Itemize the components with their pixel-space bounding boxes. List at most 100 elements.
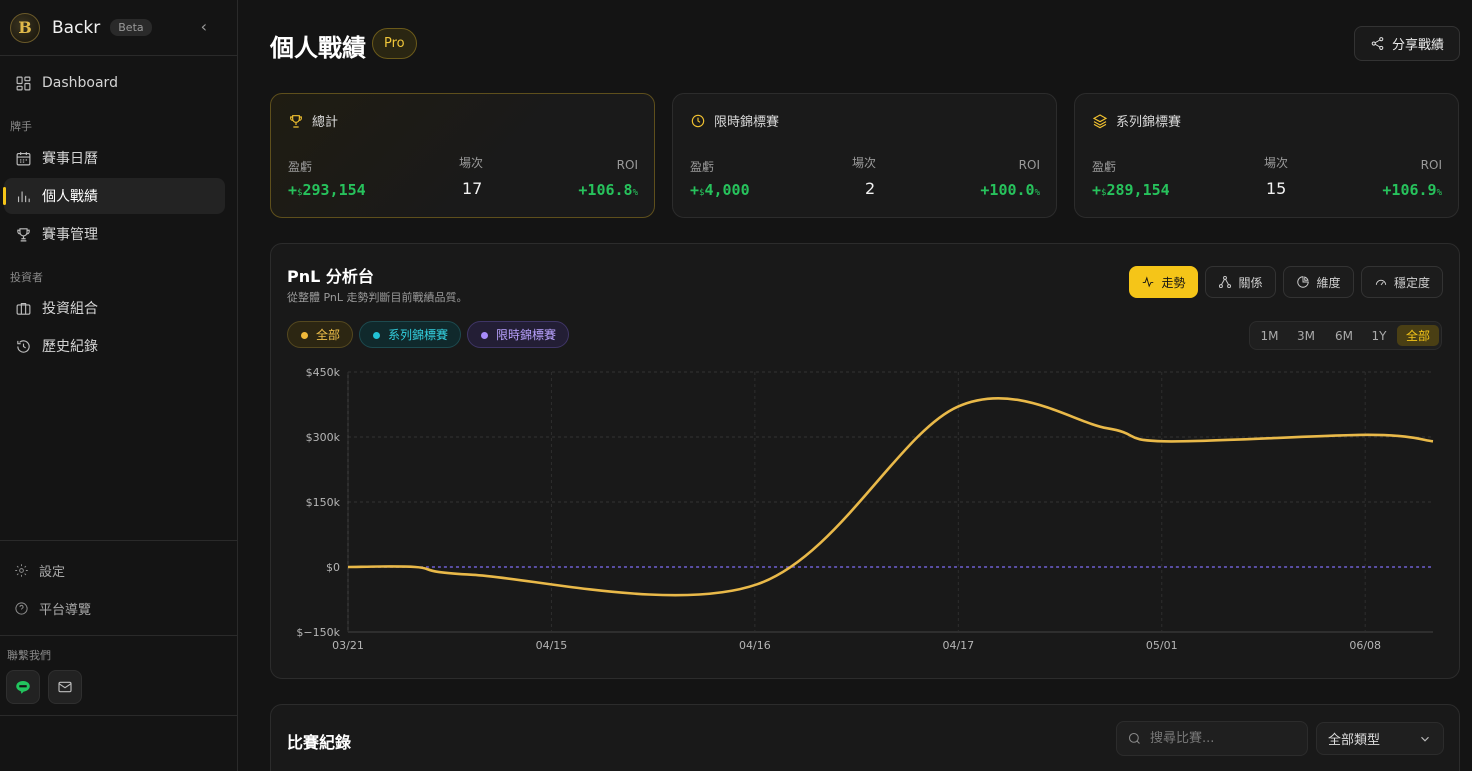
roi-value: +100.0% [980, 181, 1040, 199]
view-dimension-button[interactable]: 維度 [1283, 266, 1354, 298]
view-relation-button[interactable]: 關係 [1205, 266, 1276, 298]
view-stability-button[interactable]: 穩定度 [1361, 266, 1443, 298]
stat-card-series: 系列錦標賽 盈虧 +$289,154 場次 15 ROI +106.9% [1074, 93, 1459, 218]
share-stats-button[interactable]: 分享戰績 [1354, 26, 1460, 61]
backr-logo[interactable]: B [10, 12, 40, 43]
series-line-pnl [347, 396, 1434, 597]
x-tick-label: 04/17 [942, 639, 974, 652]
pnl-label: 盈虧 [288, 160, 313, 174]
type-selected-value: 全部類型 [1328, 733, 1381, 748]
filter-timed[interactable]: 限時錦標賽 [467, 321, 570, 348]
view-label: 穩定度 [1393, 275, 1430, 290]
help-circle-icon [15, 602, 28, 615]
x-tick-label: 04/16 [739, 639, 771, 652]
sidebar-item-label: 個人戰績 [42, 189, 98, 205]
activity-icon [1143, 276, 1154, 288]
chevron-down-icon [1421, 736, 1429, 742]
sidebar-item-settings[interactable]: 設定 [14, 561, 65, 580]
card-title: 總計 [312, 115, 339, 130]
count-value: 2 [865, 179, 876, 198]
match-records-panel: 比賽紀錄 全部類型 [270, 704, 1460, 771]
filter-label: 系列錦標賽 [388, 328, 449, 342]
gauge-icon [1375, 279, 1387, 286]
sidebar-divider [0, 540, 237, 541]
page-title: 個人戰績 [270, 34, 366, 62]
view-label: 關係 [1238, 275, 1263, 290]
roi-value: +106.8% [578, 181, 638, 199]
section-label-investor: 投資者 [10, 271, 43, 284]
sidebar-divider [0, 635, 237, 636]
range-3m[interactable]: 3M [1297, 328, 1315, 343]
pie-chart-icon [1297, 276, 1310, 288]
sidebar-item-history[interactable]: 歷史紀錄 [4, 328, 225, 364]
sidebar-item-label: Dashboard [42, 75, 118, 91]
legend-dot [481, 332, 488, 339]
share-label: 分享戰績 [1391, 38, 1444, 53]
pnl-label: 盈虧 [690, 160, 715, 174]
beta-badge: Beta [110, 19, 152, 36]
brand-header: B Backr Beta ‹ [0, 0, 237, 56]
bar-chart-icon [14, 187, 32, 205]
sidebar-item-dashboard[interactable]: Dashboard [4, 65, 225, 101]
pnl-analysis-panel: PnL 分析台 從整體 PnL 走勢判斷目前戰績品質。 走勢 關係 維度 穩定度… [270, 243, 1460, 679]
panel-title: PnL 分析台 [287, 267, 374, 286]
sidebar-item-guide[interactable]: 平台導覽 [14, 599, 91, 618]
sidebar-item-label: 賽事管理 [42, 227, 98, 243]
calendar-icon [14, 149, 32, 167]
mail-icon [58, 681, 72, 693]
x-tick-label: 06/08 [1349, 639, 1381, 652]
roi-value: +106.9% [1382, 181, 1442, 199]
legend-dot [373, 332, 380, 339]
sidebar-divider [0, 715, 237, 716]
trophy-icon [14, 225, 32, 243]
sidebar-item-stats[interactable]: 個人戰績 [3, 178, 225, 214]
contact-label: 聯繫我們 [7, 649, 51, 662]
time-range-group: 1M 3M 6M 1Y 全部 [1249, 321, 1442, 350]
pnl-label: 盈虧 [1092, 160, 1117, 174]
count-label: 場次 [459, 156, 484, 170]
y-tick-label: $150k [306, 496, 341, 509]
sidebar-item-calendar[interactable]: 賽事日曆 [4, 140, 225, 176]
stat-card-total: 總計 盈虧 +$293,154 場次 17 ROI +106.8% [270, 93, 655, 218]
sidebar-item-label: 投資組合 [42, 301, 98, 317]
panel-subtitle: 從整體 PnL 走勢判斷目前戰績品質。 [287, 291, 468, 304]
legend-dot [301, 332, 308, 339]
range-6m[interactable]: 6M [1335, 328, 1353, 343]
email-contact-button[interactable] [48, 670, 82, 704]
range-1y[interactable]: 1Y [1371, 328, 1387, 343]
sidebar-item-portfolio[interactable]: 投資組合 [4, 290, 225, 326]
network-icon [1219, 275, 1232, 289]
x-tick-label: 04/15 [536, 639, 568, 652]
collapse-sidebar-icon[interactable]: ‹ [200, 17, 207, 36]
view-trend-button[interactable]: 走勢 [1129, 266, 1198, 298]
search-input[interactable] [1150, 731, 1290, 746]
count-label: 場次 [1264, 156, 1289, 170]
grid-icon [14, 74, 32, 92]
y-tick-label: $450k [306, 366, 341, 379]
pnl-value: +$289,154 [1092, 181, 1170, 199]
layers-icon [1092, 113, 1108, 128]
filter-all[interactable]: 全部 [287, 321, 354, 348]
pnl-value: +$4,000 [690, 181, 750, 199]
card-title: 系列錦標賽 [1116, 115, 1182, 130]
range-1m[interactable]: 1M [1260, 328, 1279, 343]
count-label: 場次 [852, 156, 877, 170]
line-contact-button[interactable] [6, 670, 40, 704]
trophy-icon [290, 114, 302, 128]
card-header: 限時錦標賽 [690, 111, 779, 130]
gear-icon [15, 564, 28, 577]
roi-label: ROI [1420, 158, 1442, 172]
briefcase-icon [14, 299, 32, 317]
sidebar-item-label: 歷史紀錄 [42, 339, 98, 355]
range-all[interactable]: 全部 [1397, 325, 1439, 346]
card-title: 限時錦標賽 [714, 115, 780, 130]
sidebar-item-label: 平台導覽 [39, 603, 92, 618]
filter-series[interactable]: 系列錦標賽 [359, 321, 462, 348]
y-tick-label: $0 [326, 561, 340, 574]
sidebar-item-manage[interactable]: 賽事管理 [4, 216, 225, 252]
view-label: 走勢 [1161, 275, 1186, 290]
x-tick-label: 03/21 [332, 639, 364, 652]
type-filter-select[interactable]: 全部類型 [1316, 722, 1444, 755]
search-box [1116, 721, 1308, 756]
